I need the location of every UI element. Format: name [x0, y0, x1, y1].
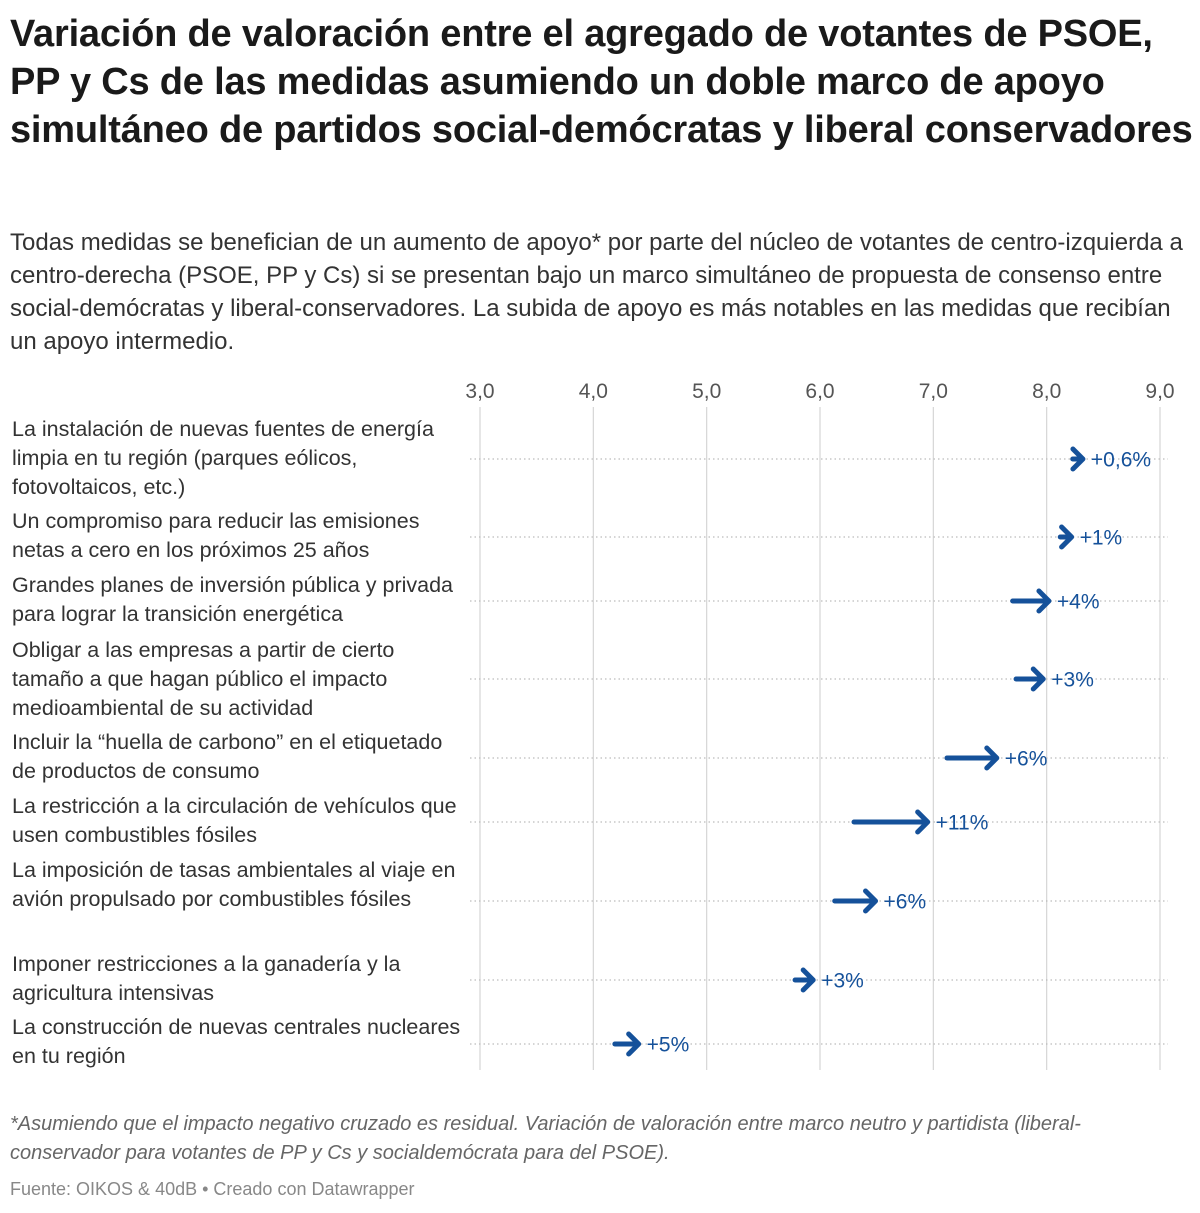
row-label: La imposición de tasas ambientales al vi…	[12, 858, 456, 911]
change-label: +4%	[1057, 591, 1100, 614]
change-label: +5%	[647, 1034, 690, 1057]
x-tick-label: 8,0	[1032, 380, 1061, 403]
change-label: +11%	[936, 812, 989, 835]
arrow-mark	[1057, 524, 1075, 550]
chart-subtitle: Todas medidas se benefician de un aument…	[10, 229, 1183, 355]
arrow-head	[1036, 588, 1052, 614]
arrow-mark	[851, 809, 931, 835]
change-label: +0,6%	[1091, 449, 1151, 472]
row-label: La construcción de nuevas centrales nucl…	[12, 1015, 461, 1068]
arrow-chart: La instalación de nuevas fuentes de ener…	[0, 370, 1200, 1080]
arrow-mark	[792, 967, 816, 993]
x-tick-label: 5,0	[692, 380, 721, 403]
arrow-mark	[612, 1031, 642, 1057]
arrow-plot: 3,0 4,0 5,0 6,0 7,0 8,0 9,0 +0,6% +1% +4% +3% +6% +…	[465, 380, 1175, 1070]
row-label: Un compromiso para reducir las emisiones…	[12, 509, 420, 562]
row-label: Obligar a las empresas a partir de ciert…	[12, 638, 395, 720]
change-label: +6%	[1005, 748, 1048, 771]
arrow-head	[1030, 666, 1046, 692]
arrow-head	[800, 967, 816, 993]
arrow-head	[1070, 446, 1086, 472]
chart-title: Variación de valoración entre el agregad…	[10, 13, 1193, 151]
arrow-mark	[1013, 666, 1046, 692]
source-credit: Fuente: OIKOS & 40dB • Creado con Datawr…	[10, 1179, 415, 1199]
row-label: Incluir la “huella de carbono” en el eti…	[12, 730, 443, 783]
arrow-head	[863, 888, 879, 914]
arrow-head	[626, 1031, 642, 1057]
arrow-mark	[944, 745, 1000, 771]
x-tick-label: 3,0	[465, 380, 494, 403]
arrow-head	[915, 809, 931, 835]
change-label: +3%	[1051, 669, 1094, 692]
arrow-head	[984, 745, 1000, 771]
change-label: +3%	[821, 970, 864, 993]
row-label: Imponer restricciones a la ganadería y l…	[12, 952, 401, 1005]
x-tick-label: 7,0	[919, 380, 948, 403]
change-label: +6%	[884, 891, 927, 914]
footnote: *Asumiendo que el impacto negativo cruza…	[10, 1113, 1081, 1164]
x-tick-label: 6,0	[805, 380, 834, 403]
arrow-head	[1059, 524, 1075, 550]
x-tick-label: 4,0	[579, 380, 608, 403]
row-label: La restricción a la circulación de vehíc…	[12, 794, 457, 847]
change-label: +1%	[1080, 527, 1123, 550]
row-label: Grandes planes de inversión pública y pr…	[12, 573, 454, 626]
arrow-mark	[832, 888, 879, 914]
x-tick-label: 9,0	[1145, 380, 1174, 403]
arrow-mark	[1070, 446, 1086, 472]
row-label: La instalación de nuevas fuentes de ener…	[12, 417, 434, 499]
arrow-mark	[1010, 588, 1052, 614]
